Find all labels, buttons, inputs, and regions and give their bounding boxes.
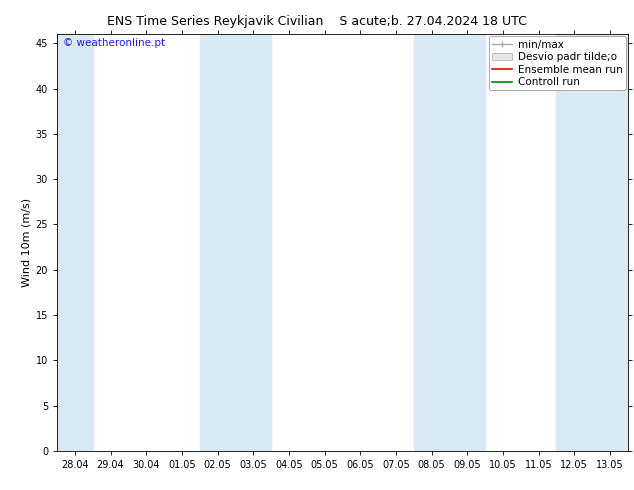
Bar	[413, 34, 485, 451]
Y-axis label: Wind 10m (m/s): Wind 10m (m/s)	[22, 198, 31, 287]
Bar	[57, 34, 93, 451]
Bar	[557, 34, 628, 451]
Text: © weatheronline.pt: © weatheronline.pt	[63, 38, 165, 49]
Text: ENS Time Series Reykjavik Civilian    S acute;b. 27.04.2024 18 UTC: ENS Time Series Reykjavik Civilian S acu…	[107, 15, 527, 28]
Bar	[200, 34, 271, 451]
Legend: min/max, Desvio padr tilde;o, Ensemble mean run, Controll run: min/max, Desvio padr tilde;o, Ensemble m…	[489, 36, 626, 91]
